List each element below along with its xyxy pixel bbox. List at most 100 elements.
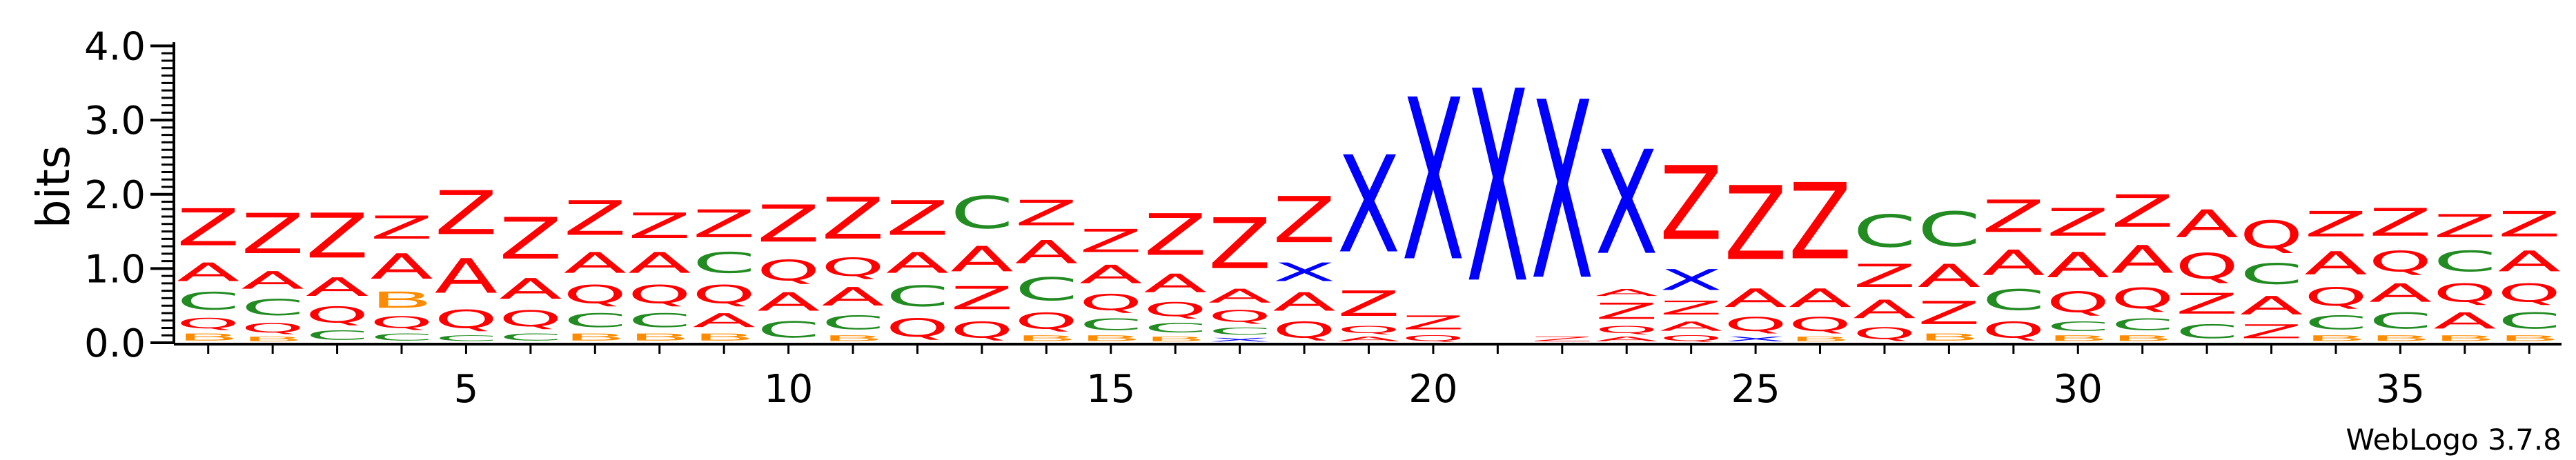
y-tick-label: 2.0 [84, 173, 146, 218]
logo-glyph-q: Q [692, 280, 756, 310]
y-tick-label: 4.0 [84, 25, 146, 70]
logo-glyph-z: Z [886, 191, 950, 246]
logo-glyph-x: X [1660, 263, 1723, 297]
logo-glyph-a: A [1015, 234, 1079, 271]
logo-glyph-a: A [1595, 335, 1658, 343]
logo-glyph-a: A [564, 247, 627, 280]
logo-glyph-z: Z [564, 191, 627, 246]
logo-glyph-b: B [564, 332, 627, 343]
logo-glyph-a: A [2369, 279, 2432, 308]
logo-glyph-z: Z [177, 199, 240, 257]
logo-glyph-a: A [2175, 202, 2239, 246]
logo-glyph-a: A [1724, 283, 1787, 313]
logo-glyph-q: Q [435, 305, 498, 334]
logo-glyph-q: Q [1789, 313, 1852, 335]
logo-glyph-b: B [2498, 334, 2562, 343]
y-tick-label: 0.0 [84, 321, 146, 366]
logo-glyph-a: A [1337, 335, 1401, 343]
logo-glyph-q: Q [370, 313, 433, 332]
x-tick-label: 20 [1408, 367, 1457, 412]
logo-glyph-a: A [950, 239, 1014, 279]
logo-glyph-z: Z [1272, 184, 1336, 258]
logo-glyph-c: C [2433, 245, 2497, 278]
logo-glyph-z: Z [692, 202, 756, 246]
logo-glyph-q: Q [628, 280, 691, 310]
logo-glyph-q: Q [2111, 282, 2174, 315]
logo-glyph-z: Z [757, 195, 820, 254]
logo-glyph-c: C [628, 310, 691, 332]
logo-glyph-b: B [821, 334, 885, 343]
logo-glyph-c: C [564, 310, 627, 332]
logo-glyph-c: C [2369, 308, 2432, 334]
logo-glyph-z: Z [306, 201, 369, 272]
logo-glyph-c: C [950, 188, 1014, 239]
logo-glyph-q: Q [2046, 286, 2110, 319]
logo-glyph-a: A [1595, 287, 1658, 298]
logo-glyph-c: C [2498, 308, 2562, 334]
logo-glyph-c: C [1982, 283, 2045, 317]
logo-glyph-z: Z [950, 279, 1014, 317]
logo-glyph-z: Z [1918, 294, 1981, 332]
logo-glyph-a: A [306, 272, 369, 302]
logo-glyph-z: Z [1853, 257, 1916, 294]
y-axis-label: bits [27, 146, 80, 229]
logo-glyph-q: Q [2498, 279, 2562, 308]
logo-glyph-q: Q [1015, 308, 1079, 334]
logo-glyph-q: Q [2304, 282, 2368, 312]
logo-glyph-a: A [2240, 291, 2303, 321]
logo-glyph-x: X [1466, 37, 1530, 342]
logo-glyph-c: C [2046, 319, 2110, 334]
logo-glyph-q: Q [1079, 290, 1143, 315]
logo-glyph-c: C [241, 294, 304, 321]
logo-glyph-c: C [1079, 316, 1143, 334]
logo-glyph-z: Z [1143, 203, 1207, 269]
logo-glyph-q: Q [1660, 334, 1723, 343]
logo-glyph-b: B [370, 287, 433, 312]
logo-glyph-a: A [2046, 245, 2110, 286]
logo-glyph-z: Z [2433, 208, 2497, 245]
logo-glyph-q: Q [564, 280, 627, 310]
logo-glyph-c: C [757, 317, 820, 343]
logo-glyph-z: Z [370, 209, 433, 246]
logo-glyph-c: C [1015, 271, 1079, 308]
logo-glyph-c: C [2111, 316, 2174, 334]
x-tick-label: 30 [2054, 367, 2103, 412]
logo-glyph-z: Z [1595, 299, 1658, 324]
logo-glyph-c: C [692, 246, 756, 279]
logo-glyph-q: Q [2175, 247, 2239, 288]
logo-glyph-z: Z [2240, 321, 2303, 343]
logo-glyph-z: Z [241, 202, 304, 266]
logo-glyph-a: A [2111, 238, 2174, 282]
y-tick-label: 3.0 [84, 99, 146, 143]
logo-glyph-b: B [2369, 334, 2432, 343]
logo-glyph-c: C [886, 280, 950, 313]
logo-glyph-a: A [692, 310, 756, 332]
logo-glyph-b: B [1015, 334, 1079, 343]
logo-glyph-a: A [1272, 288, 1336, 317]
logo-glyph-q: Q [1337, 324, 1401, 335]
weblogo-credit: WebLogo 3.7.8 [2346, 423, 2562, 457]
logo-glyph-a: A [177, 258, 240, 288]
logo-glyph-x: X [1531, 51, 1594, 334]
logo-glyph-b: B [2433, 334, 2497, 343]
logo-glyph-a: A [499, 272, 562, 306]
logo-glyph-q: Q [241, 321, 304, 335]
y-tick-label: 1.0 [84, 247, 146, 292]
logo-glyph-a: A [1660, 319, 1723, 334]
logo-glyph-z: Z [1402, 312, 1465, 334]
logo-glyph-a: A [1789, 283, 1852, 313]
logo-glyph-b: B [1143, 335, 1207, 343]
logo-glyph-q: Q [2240, 214, 2303, 258]
logo-glyph-b: B [1918, 332, 1981, 343]
logo-glyph-z: Z [1660, 297, 1723, 319]
logo-glyph-q: Q [1208, 307, 1272, 326]
logo-glyph-z: Z [1208, 203, 1272, 285]
logo-glyph-b: B [692, 332, 756, 343]
logo-glyph-z: Z [499, 206, 562, 272]
logo-glyph-z: Z [2046, 201, 2110, 245]
logo-glyph-q: Q [499, 306, 562, 332]
logo-glyph-b: B [1079, 334, 1143, 343]
x-axis-ticks: 5 10 15 20 25 30 35 [207, 344, 2530, 412]
logo-glyph-a: A [757, 288, 820, 317]
x-tick-label: 25 [1731, 367, 1780, 412]
